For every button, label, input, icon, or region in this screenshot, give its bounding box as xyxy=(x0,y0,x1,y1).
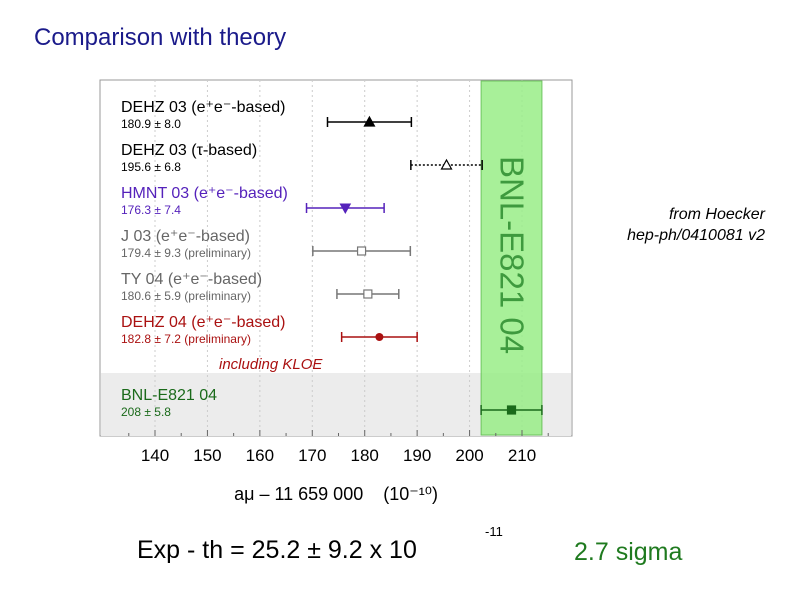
reference-line-2: hep-ph/0410081 v2 xyxy=(627,227,765,244)
series-value: 208 ± 5.8 xyxy=(121,405,171,419)
x-axis-label: aμ – 11 659 000 (10⁻¹⁰) xyxy=(234,484,438,504)
series-value: 182.8 ± 7.2 (preliminary) xyxy=(121,332,251,346)
series-name: TY 04 (e⁺e⁻-based) xyxy=(121,271,262,288)
series-value: 179.4 ± 9.3 (preliminary) xyxy=(121,246,251,260)
x-tick-label: 200 xyxy=(455,446,483,465)
x-tick-label: 140 xyxy=(141,446,169,465)
series-labels: DEHZ 03 (e⁺e⁻-based)180.9 ± 8.0 DEHZ 03 (… xyxy=(121,99,288,419)
data-point xyxy=(506,405,517,415)
series-name: DEHZ 03 (e⁺e⁻-based) xyxy=(121,99,286,116)
series-value: 180.6 ± 5.9 (preliminary) xyxy=(121,289,251,303)
bnl-band xyxy=(480,80,543,436)
bnl-band-label: BNL-E821 04 xyxy=(494,156,531,354)
series-name: HMNT 03 (e⁺e⁻-based) xyxy=(121,185,288,202)
x-axis: 140 150 160 170 180 190 200 210 xyxy=(128,430,549,465)
series-name: J 03 (e⁺e⁻-based) xyxy=(121,228,250,245)
series-name: DEHZ 03 (τ-based) xyxy=(121,142,257,159)
result-main: Exp - th = 25.2 ± 9.2 x 10 xyxy=(137,536,417,564)
data-point xyxy=(440,158,453,170)
x-tick-label: 210 xyxy=(508,446,536,465)
result-equation: Exp - th = 25.2 ± 9.2 x 10 -11 xyxy=(137,524,503,565)
series-name: BNL-E821 04 xyxy=(121,387,217,404)
kloe-annotation: including KLOE xyxy=(219,356,323,373)
x-tick-label: 160 xyxy=(246,446,274,465)
data-point xyxy=(356,246,367,256)
data-point xyxy=(375,333,384,341)
result-exponent: -11 xyxy=(485,524,503,539)
series-name: DEHZ 04 (e⁺e⁻-based) xyxy=(121,314,286,331)
reference-line-1: from Hoecker xyxy=(668,206,765,223)
comparison-chart: BNL-E821 04 140 150 160 170 180 190 200 210 DEH… xyxy=(99,79,573,504)
x-tick-label: 170 xyxy=(298,446,326,465)
series-value: 180.9 ± 8.0 xyxy=(121,117,181,131)
x-tick-label: 180 xyxy=(351,446,379,465)
slide-title: Comparison with theory xyxy=(34,24,287,51)
data-point xyxy=(339,203,352,215)
x-tick-label: 150 xyxy=(193,446,221,465)
reference-note: from Hoecker hep-ph/0410081 v2 xyxy=(560,204,765,246)
data-point xyxy=(363,289,373,299)
series-value: 176.3 ± 7.4 xyxy=(121,203,181,217)
x-tick-label: 190 xyxy=(403,446,431,465)
series-value: 195.6 ± 6.8 xyxy=(121,160,181,174)
significance: 2.7 sigma xyxy=(574,538,683,566)
data-marks xyxy=(305,115,543,415)
data-point xyxy=(363,115,376,127)
